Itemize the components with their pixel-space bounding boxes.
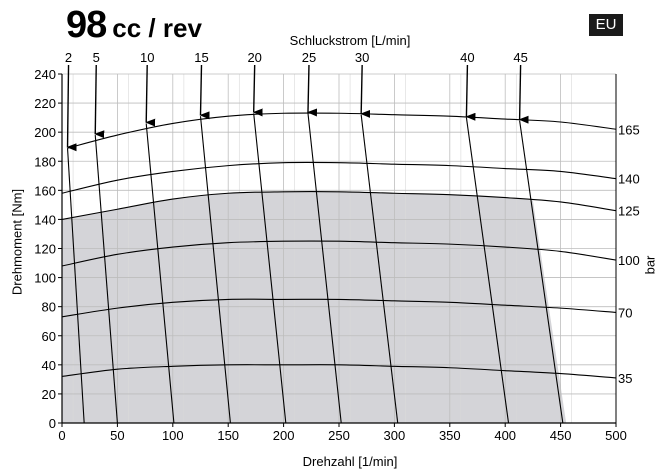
x-tick-label: 200 <box>273 428 295 443</box>
flow-arrow-25 <box>306 64 318 117</box>
flow-label-45: 45 <box>513 50 527 65</box>
y-tick-label: 220 <box>34 96 56 111</box>
flow-label-25: 25 <box>302 50 316 65</box>
flow-line-40 <box>465 117 510 423</box>
region-badge: EU <box>589 14 623 36</box>
flow-label-5: 5 <box>93 50 100 65</box>
x-axis-label: Drehzahl [1/min] <box>302 454 398 469</box>
flow-arrow-40 <box>465 64 476 121</box>
x-tick-label: 300 <box>384 428 406 443</box>
displacement-value: 98 <box>66 4 107 46</box>
flow-arrow-10 <box>145 64 156 127</box>
flow-line-25 <box>307 113 342 423</box>
pressure-curve-140 <box>62 161 616 194</box>
flow-label-20: 20 <box>247 50 261 65</box>
x-tick-label: 50 <box>110 428 124 443</box>
flow-line-20 <box>253 113 287 423</box>
displacement-unit: cc / rev <box>112 13 202 43</box>
flow-arrow-2 <box>66 64 77 152</box>
pressure-label-140: 140 <box>618 172 640 187</box>
pressure-label-70: 70 <box>618 305 632 320</box>
y-tick-label: 80 <box>42 300 56 315</box>
x-tick-label: 350 <box>439 428 461 443</box>
flow-label-30: 30 <box>355 50 369 65</box>
flow-label-10: 10 <box>140 50 154 65</box>
pressure-curve-70 <box>62 298 616 318</box>
x-tick-label: 250 <box>328 428 350 443</box>
y-tick-label: 40 <box>42 358 56 373</box>
top-axis-label: Schluckstrom [L/min] <box>289 33 411 48</box>
pressure-label-165: 165 <box>618 122 640 137</box>
pressure-curve-125 <box>62 191 616 220</box>
flow-line-2 <box>66 148 85 423</box>
pressure-label-100: 100 <box>618 253 640 268</box>
y-tick-label: 160 <box>34 183 56 198</box>
x-tick-label: 400 <box>494 428 516 443</box>
flow-line-10 <box>145 123 175 423</box>
page-title: 98 cc / rev <box>66 4 202 47</box>
flow-line-30 <box>360 114 399 423</box>
y-tick-label: 100 <box>34 271 56 286</box>
flow-arrow-20 <box>252 64 263 117</box>
x-tick-label: 150 <box>217 428 239 443</box>
flow-line-45 <box>519 120 564 423</box>
y-tick-label: 180 <box>34 154 56 169</box>
pressure-curve-100 <box>62 240 616 267</box>
flow-arrow-5 <box>94 64 105 139</box>
y-tick-label: 200 <box>34 125 56 140</box>
flow-line-15 <box>199 116 231 423</box>
y-tick-label: 120 <box>34 242 56 257</box>
flow-arrow-15 <box>199 64 210 120</box>
x-tick-label: 100 <box>162 428 184 443</box>
continuous-duty-region <box>62 191 567 423</box>
flow-arrow-30 <box>360 64 371 118</box>
flow-arrow-45 <box>518 64 529 124</box>
pressure-curve-165 <box>67 112 616 149</box>
x-tick-label: 450 <box>550 428 572 443</box>
y-tick-label: 20 <box>42 387 56 402</box>
flow-line-5 <box>94 135 118 423</box>
y-tick-label: 0 <box>49 416 56 431</box>
x-tick-label: 500 <box>605 428 627 443</box>
pressure-curve-35 <box>62 364 616 379</box>
y-tick-label: 240 <box>34 67 56 82</box>
flow-label-2: 2 <box>65 50 72 65</box>
flow-label-40: 40 <box>460 50 474 65</box>
pressure-label-125: 125 <box>618 204 640 219</box>
x-tick-label: 0 <box>58 428 65 443</box>
y-tick-label: 60 <box>42 329 56 344</box>
pressure-label-35: 35 <box>618 371 632 386</box>
y-tick-label: 140 <box>34 212 56 227</box>
flow-label-15: 15 <box>194 50 208 65</box>
